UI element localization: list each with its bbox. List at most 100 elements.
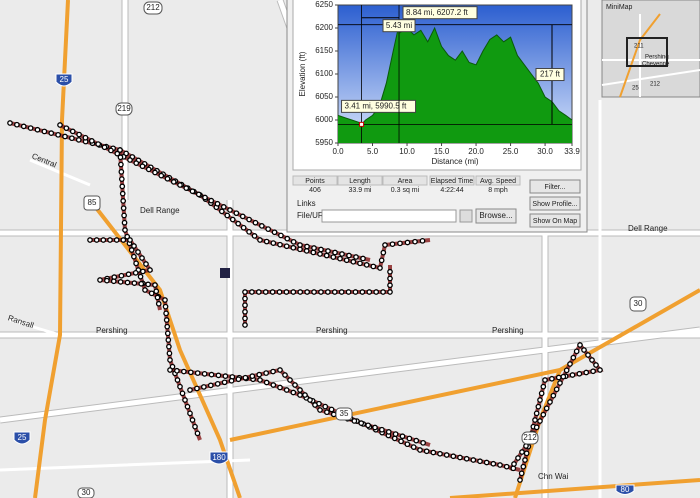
minimap-label: 211 bbox=[634, 44, 644, 50]
open-link[interactable] bbox=[459, 209, 473, 223]
track-point bbox=[287, 377, 293, 383]
track-point bbox=[277, 367, 283, 373]
button-label: Browse... bbox=[479, 211, 512, 220]
y-tick-label: 6200 bbox=[315, 23, 333, 32]
track-point bbox=[391, 435, 398, 442]
track-point bbox=[166, 343, 172, 350]
track-dialog: Elevation (ft) Distance (mi) Points 406 Le… bbox=[286, 0, 588, 233]
stats-table: Points 406 Length 33.9 mi Area 0.3 sq mi Elaps… bbox=[292, 175, 521, 194]
track-point bbox=[179, 390, 186, 397]
track-point bbox=[297, 289, 304, 295]
track-point bbox=[317, 251, 323, 257]
track-point bbox=[41, 128, 48, 135]
track-point bbox=[417, 447, 423, 453]
track-point bbox=[152, 169, 158, 176]
track-point bbox=[363, 262, 370, 268]
track-point bbox=[262, 289, 269, 295]
shield-label: 212 bbox=[523, 433, 537, 442]
minimap-viewport[interactable] bbox=[626, 37, 668, 67]
y-tick-label: 6150 bbox=[315, 46, 333, 55]
field-label: File/URL: bbox=[297, 211, 330, 220]
stats-value: 4:22:44 bbox=[440, 187, 463, 194]
track-point bbox=[450, 453, 457, 460]
track-point bbox=[170, 179, 177, 185]
track-point bbox=[57, 122, 63, 128]
button[interactable] bbox=[529, 196, 581, 211]
track-point bbox=[423, 448, 430, 455]
track-point bbox=[214, 380, 221, 387]
track-point bbox=[269, 289, 276, 295]
stats-value: 33.9 mi bbox=[349, 187, 372, 194]
url-input[interactable] bbox=[321, 209, 457, 223]
track-point bbox=[142, 287, 148, 293]
x-tick-label: 30.0 bbox=[537, 147, 553, 156]
track-point bbox=[351, 418, 358, 424]
track-point bbox=[517, 477, 523, 483]
shield-label: 25 bbox=[60, 75, 69, 84]
track-point bbox=[242, 322, 248, 328]
street-label: Ransall bbox=[7, 313, 35, 330]
track-point bbox=[345, 289, 352, 295]
track-point bbox=[276, 289, 283, 295]
track-point bbox=[357, 260, 363, 267]
x-tick-label: 5.0 bbox=[367, 147, 379, 156]
track-point bbox=[221, 379, 228, 386]
track-point bbox=[372, 424, 378, 431]
track-point bbox=[537, 418, 543, 424]
track-point bbox=[257, 377, 263, 383]
button[interactable] bbox=[529, 213, 581, 228]
track-point bbox=[137, 273, 144, 280]
track-point bbox=[430, 449, 437, 456]
track-point bbox=[120, 205, 127, 212]
track-point bbox=[511, 461, 517, 467]
track-point bbox=[93, 237, 100, 243]
button[interactable] bbox=[529, 179, 581, 194]
stats-header: Points bbox=[305, 178, 325, 185]
stats-header: Elapsed Time bbox=[431, 178, 474, 185]
track-point bbox=[167, 367, 173, 373]
shield-label: 35 bbox=[340, 409, 349, 418]
track-point bbox=[278, 232, 284, 239]
marker-label: 8.84 mi, 6207.2 ft bbox=[406, 8, 469, 17]
track-point bbox=[265, 226, 272, 232]
x-tick-label: 10.0 bbox=[399, 147, 415, 156]
waypoint-icon[interactable] bbox=[220, 268, 230, 278]
track-point bbox=[246, 228, 252, 235]
track-point bbox=[140, 268, 146, 275]
track-point bbox=[366, 289, 373, 295]
track-point bbox=[249, 373, 256, 380]
track-point bbox=[145, 166, 152, 173]
track-point bbox=[88, 138, 95, 144]
track-point bbox=[332, 249, 338, 256]
track-point bbox=[124, 279, 131, 286]
track-point bbox=[118, 176, 125, 182]
track-point bbox=[135, 249, 141, 255]
track-point bbox=[540, 411, 547, 418]
track-point bbox=[379, 426, 385, 433]
track-point bbox=[297, 387, 303, 393]
track-point bbox=[404, 441, 411, 448]
street-label: Pershing bbox=[492, 326, 524, 335]
track-point bbox=[158, 172, 165, 179]
track-point bbox=[377, 265, 383, 271]
track-point bbox=[537, 397, 543, 403]
button-column: Filter... Show Profile... Show On Map bbox=[529, 179, 581, 228]
track-point bbox=[277, 241, 283, 248]
track-point bbox=[162, 297, 168, 303]
track-point bbox=[117, 147, 123, 153]
track-point bbox=[222, 373, 229, 380]
track-point bbox=[62, 133, 68, 140]
track-point bbox=[520, 463, 527, 470]
track-point bbox=[360, 255, 366, 262]
track-point bbox=[139, 163, 146, 170]
shield-label: 85 bbox=[88, 198, 97, 207]
track-point bbox=[311, 289, 317, 295]
track-point bbox=[569, 372, 576, 378]
track-point bbox=[164, 330, 171, 337]
track-point bbox=[165, 337, 172, 343]
browse-button[interactable] bbox=[475, 208, 517, 224]
span-callout bbox=[535, 68, 565, 82]
minimap-label: Pershing bbox=[645, 55, 669, 61]
track-point bbox=[119, 183, 126, 190]
